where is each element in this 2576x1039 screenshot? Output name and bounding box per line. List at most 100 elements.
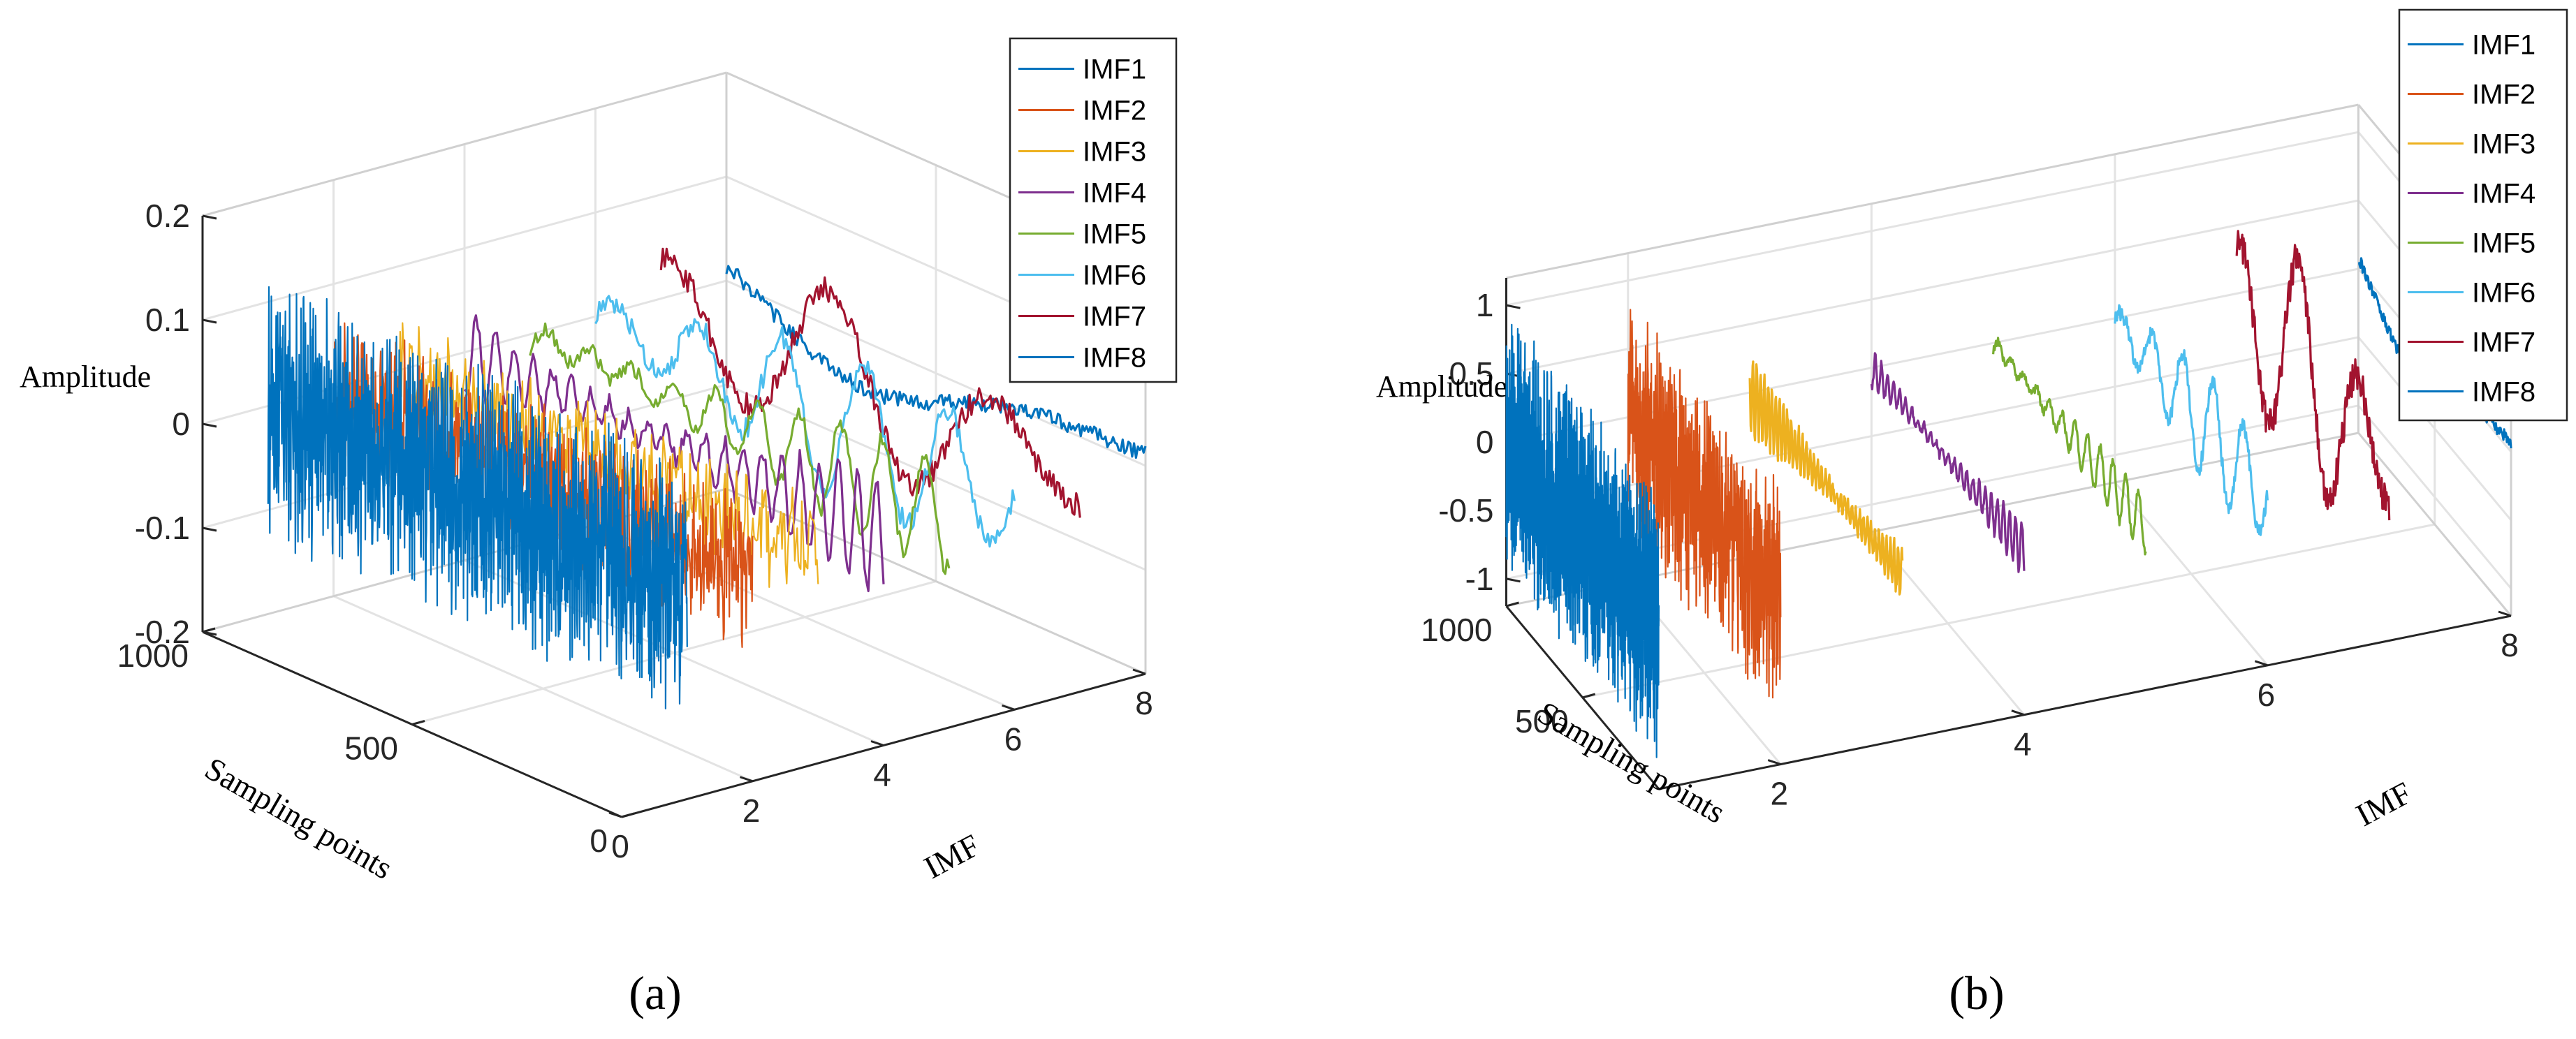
legend: IMF1 IMF2 IMF3 IMF4 IMF5 IMF6 IMF7 IMF8 [1009, 37, 1178, 383]
samples-tick [1506, 601, 1519, 607]
side-wall-grid-amplitude [2357, 404, 2512, 589]
imf-tick [608, 811, 622, 818]
amplitude-tick [1506, 577, 1521, 583]
series-line-imf3 [1748, 360, 1904, 596]
panel-b-chart: 2 4 6 8 1000 500 1 0.5 0 -0.5 -1 Amplitude IMF Sampli… [1376, 8, 2568, 1019]
amplitude-tick [202, 422, 217, 428]
imf-tick-label: 2 [1770, 776, 1788, 812]
legend-label: IMF2 [1083, 96, 1146, 126]
panel-label: (b) [1949, 966, 2004, 1019]
amplitude-axis-label: Amplitude [20, 360, 151, 394]
legend-label: IMF2 [2472, 80, 2535, 110]
legend-box [2398, 8, 2568, 422]
samples-tick-label: 1000 [117, 638, 189, 674]
samples-tick [621, 812, 635, 818]
legend-label: IMF4 [1083, 178, 1146, 209]
amplitude-tick [202, 318, 217, 324]
imf-axis [1658, 614, 2512, 790]
legend: IMF1 IMF2 IMF3 IMF4 IMF5 IMF6 IMF7 IMF8 [2398, 8, 2568, 422]
imf-tick [1002, 704, 1015, 711]
series-line-imf2 [1627, 309, 1782, 699]
legend-label: IMF4 [2472, 179, 2535, 209]
amplitude-tick-label: -1 [1465, 561, 1494, 597]
legend-label: IMF3 [1083, 137, 1146, 168]
samples-tick-label: 500 [344, 730, 398, 767]
imf-tick-label: 8 [2501, 627, 2519, 663]
imf-tick [740, 776, 753, 783]
amplitude-tick-label: -0.5 [1438, 492, 1493, 529]
series-line-imf4 [463, 314, 885, 593]
legend-label: IMF7 [2472, 327, 2535, 358]
imf-tick [2011, 709, 2025, 716]
amplitude-tick-label: 0.5 [1449, 355, 1494, 392]
amplitude-tick-label: 0 [1476, 424, 1494, 460]
samples-tick-label: 0 [590, 823, 608, 859]
panel-a-chart: 0 2 4 6 8 1000 500 0 0.2 0.1 0 -0.1 -0.2 Amplitude IMF… [20, 37, 1178, 1019]
samples-axis-label: Sampling points [199, 750, 399, 885]
imf-tick-label: 4 [2014, 726, 2032, 762]
imf-axis-label: IMF [919, 827, 986, 885]
box-edge [726, 487, 1146, 675]
amplitude-tick-label: -0.1 [135, 510, 190, 546]
imf-tick-label: 2 [742, 793, 761, 829]
imf-tick [1132, 668, 1146, 675]
amplitude-tick [1506, 304, 1521, 309]
amplitude-tick-label: 0.2 [145, 198, 190, 234]
legend-label: IMF7 [1083, 302, 1146, 332]
legend-label: IMF8 [2472, 377, 2535, 408]
amplitude-tick-label: 0 [172, 406, 190, 442]
legend-label: IMF5 [2472, 228, 2535, 259]
legend-label: IMF3 [2472, 129, 2535, 160]
samples-axis-label: Sampling points [1532, 694, 1732, 830]
amplitude-tick-label: 1 [1476, 287, 1494, 323]
series-line-imf1 [1505, 323, 1660, 758]
imf-tick [1767, 759, 1781, 765]
legend-label: IMF6 [2472, 278, 2535, 309]
imf-tick-label: 6 [1004, 721, 1023, 757]
imf-tick-label: 6 [2257, 677, 2276, 713]
legend-label: IMF1 [1083, 54, 1146, 85]
legend-label: IMF1 [2472, 30, 2535, 61]
amplitude-tick [202, 526, 217, 532]
box-edge [1506, 103, 2359, 279]
series-line-imf7 [2235, 230, 2391, 521]
samples-tick-label: 1000 [1421, 612, 1492, 648]
legend-box [1009, 37, 1178, 383]
legend-label: IMF8 [1083, 343, 1146, 374]
imf-tick-label: 8 [1135, 685, 1153, 721]
imf-tick-label: 4 [873, 757, 891, 793]
box-edge [2357, 432, 2512, 617]
samples-tick-label: 500 [1515, 703, 1569, 739]
amplitude-tick-label: -0.2 [135, 614, 190, 650]
series-group [1505, 230, 2512, 758]
side-wall-grid-amplitude [2357, 336, 2512, 521]
legend-label: IMF5 [1083, 219, 1146, 250]
imf-axis-label: IMF [2350, 775, 2417, 833]
imf-tick-label: 0 [611, 828, 629, 864]
amplitude-tick [202, 631, 217, 636]
samples-tick [411, 720, 425, 725]
amplitude-axis-label: Amplitude [1376, 369, 1507, 404]
series-line-imf6 [2114, 304, 2269, 536]
panel-label: (a) [629, 966, 681, 1019]
series-line-imf5 [1992, 337, 2147, 556]
imf-tick [2498, 610, 2512, 617]
series-line-imf1 [267, 286, 688, 709]
amplitude-tick-label: 0.1 [145, 302, 190, 338]
series-line-imf7 [659, 247, 1081, 518]
side-wall-grid-amplitude [726, 279, 1146, 467]
amplitude-tick [202, 214, 217, 220]
imf-tick [870, 740, 884, 746]
box-edge [202, 71, 727, 217]
back-wall-grid-amplitude [1506, 199, 2359, 375]
imf-tick [2254, 660, 2268, 667]
floor-grid-samples [1582, 523, 2436, 699]
samples-tick [1582, 693, 1596, 699]
series-group [267, 247, 1147, 709]
series-line-imf4 [1870, 352, 2026, 573]
back-wall-grid-amplitude [1506, 131, 2359, 307]
series-line-imf5 [529, 322, 951, 575]
legend-label: IMF6 [1083, 260, 1146, 291]
series-line-imf8 [725, 265, 1147, 459]
